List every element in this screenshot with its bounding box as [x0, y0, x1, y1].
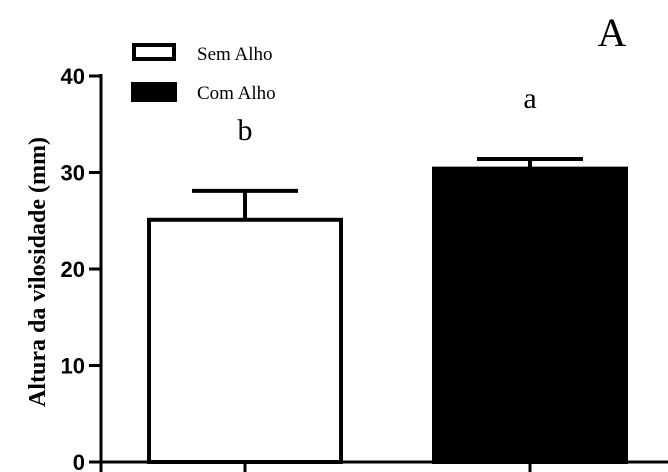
y-tick-label-0: 0 — [73, 450, 85, 472]
y-tick-label-4: 40 — [61, 64, 85, 89]
y-tick-label-3: 30 — [61, 161, 85, 186]
legend-swatch-com-alho — [131, 82, 177, 102]
legend: Sem Alho Com Alho — [131, 43, 276, 104]
significance-letter-com-alho: a — [523, 82, 536, 115]
y-tick-label-2: 20 — [61, 257, 85, 282]
panel-label: A — [598, 10, 627, 55]
legend-label-com-alho: Com Alho — [197, 83, 276, 104]
bar-series: ba — [147, 82, 628, 472]
bar-com-alho — [432, 166, 628, 464]
y-tick-label-1: 10 — [61, 354, 85, 379]
bar-sem-alho — [147, 217, 343, 464]
legend-swatch-sem-alho — [132, 43, 176, 61]
y-axis-label: Altura da vilosidade (mm) — [25, 137, 51, 407]
legend-label-sem-alho: Sem Alho — [197, 44, 272, 65]
significance-letter-sem-alho: b — [238, 114, 253, 147]
